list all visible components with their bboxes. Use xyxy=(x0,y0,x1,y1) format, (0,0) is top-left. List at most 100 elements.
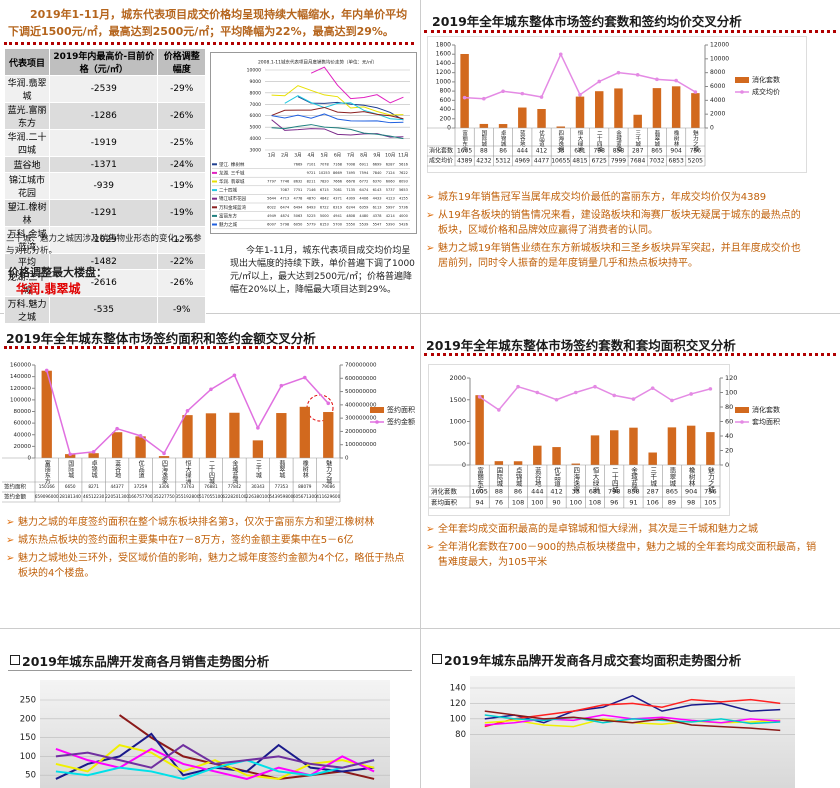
table-cell: 4480 xyxy=(359,214,368,218)
dotted-rule xyxy=(4,346,414,349)
category-label: 国际城 xyxy=(67,460,74,479)
category-label: 魅力之城 xyxy=(325,459,332,485)
point xyxy=(209,387,213,392)
category-label: 优品道 xyxy=(538,129,545,148)
line-series xyxy=(55,743,375,769)
bar xyxy=(65,454,76,458)
table-cell: 4941 xyxy=(333,214,342,218)
table-cell: 7101 xyxy=(307,162,316,166)
y2-tick-label: 0 xyxy=(345,456,349,462)
y-tick-label: 4000 xyxy=(250,136,262,142)
table-cell: 7840 xyxy=(373,171,382,175)
point xyxy=(554,397,559,402)
table-cell: 8271 xyxy=(88,484,99,489)
table-cell: 287 xyxy=(632,148,644,155)
category-label: 三千城 xyxy=(649,467,657,488)
table-cell: 88 xyxy=(480,148,488,155)
table-cell: 5550 xyxy=(346,223,355,227)
y2-tick-label: 500000000 xyxy=(345,389,377,395)
bullet: 魅力之城19年销售业绩在东方新城板块和三圣乡板块异军突起，并且年度成交价也居前列… xyxy=(426,241,804,271)
table-cell: 98 xyxy=(687,499,695,507)
checkbox-icon xyxy=(10,655,20,665)
table-cell: 万科.金域蓝湾 xyxy=(3,226,51,254)
table-cell: 6725 xyxy=(592,158,607,165)
bullet: 魅力之城的年度签约面积在整个城东板块排名第3，仅次于富丽东方和望江橡树林 xyxy=(6,515,410,530)
table-cell: -12% xyxy=(157,226,206,254)
bar xyxy=(182,415,193,458)
header-text: 2019年1-11月，城东代表项目成交价格均呈现持续大幅缩水，年内单价平均下调近… xyxy=(8,8,408,38)
table-cell: 33 xyxy=(557,148,565,155)
point xyxy=(650,386,655,390)
table-cell: 万科.魅力之城 xyxy=(3,296,51,324)
table-cell: 681 xyxy=(574,148,586,155)
bullet: 城东热点板块的签约面积主要集中在7－8万方，签约金额主要集中在5－6亿 xyxy=(6,533,410,548)
category-label: 金域蓝湾 xyxy=(615,129,622,154)
table-cell: 6772 xyxy=(359,180,368,184)
table-cell: 6050 xyxy=(293,223,302,227)
category-label: 橡树林 xyxy=(301,459,308,479)
bar xyxy=(498,124,508,128)
table-cell: 88 xyxy=(495,488,503,496)
table-cell: 4713 xyxy=(280,197,289,201)
table-cell: 7820 xyxy=(320,180,329,184)
table-cell: -25% xyxy=(157,129,206,157)
bar xyxy=(518,107,527,128)
bar xyxy=(323,412,334,458)
table-cell: 4874 xyxy=(280,214,290,218)
table-row: 万科.金域蓝湾 -1029 -12% xyxy=(3,226,206,254)
table-cell: 4214 xyxy=(386,214,396,218)
table-cell: 4842 xyxy=(320,197,329,201)
bullet: 全年消化套数在700－900的热点板块楼盘中，魅力之城的全年套均成交面积最高，销… xyxy=(426,540,826,570)
table-cell: 681 xyxy=(589,488,601,496)
table-cell: 6093 xyxy=(399,180,408,184)
table-cell: 6319 xyxy=(333,205,342,209)
table-cell: 86 xyxy=(514,488,522,496)
bar xyxy=(111,432,123,458)
table-cell: 858 xyxy=(627,488,639,496)
table-cell: 6143 xyxy=(373,188,382,192)
table-cell: 6678 xyxy=(346,180,355,184)
point xyxy=(115,426,119,431)
table-cell: 龙湖.三千城 xyxy=(3,269,51,297)
point xyxy=(303,375,307,380)
y-tick-label: 8000 xyxy=(250,90,262,96)
x-tick-label: 3月 xyxy=(294,153,301,159)
table-header: 2019年内最高价-目前价格（元/㎡） xyxy=(49,48,159,76)
table-cell: 6370 xyxy=(373,180,382,184)
table-cell: 5225 xyxy=(307,214,316,218)
table-cell: 6060 xyxy=(386,180,395,184)
table-cell: 412 xyxy=(550,488,562,496)
table-row-label: 套均面积 xyxy=(431,498,458,507)
table-row: 华润.翡翠城 -2539 -29% xyxy=(3,75,206,103)
line-series xyxy=(55,747,375,781)
table-cell: 6244 xyxy=(346,205,356,209)
table-cell: 100 xyxy=(531,499,543,507)
point xyxy=(612,393,617,398)
line-series xyxy=(284,95,404,121)
table-row-label: 二十四城 xyxy=(219,187,237,194)
category-label: 恒大绿洲 xyxy=(577,129,584,153)
table-cell: 79086 xyxy=(322,484,336,489)
y2-tick-label: 10000 xyxy=(710,55,729,62)
y-tick-label: 140 xyxy=(450,684,466,694)
category-label: 四海逸家 xyxy=(161,460,168,484)
plot-background xyxy=(470,676,795,788)
bar xyxy=(691,93,700,128)
y-tick-label: 1500 xyxy=(449,396,466,404)
bar xyxy=(158,456,170,458)
y2-tick-label: 200000000 xyxy=(345,429,377,435)
line-series xyxy=(271,106,404,120)
table-cell: 904 xyxy=(685,488,697,496)
line-series xyxy=(484,714,781,725)
x-tick-label: 4月 xyxy=(307,153,314,159)
table-cell: 1605 xyxy=(471,488,488,496)
table-cell: 4815 xyxy=(572,158,587,165)
y2-tick-label: 60 xyxy=(725,418,733,426)
bullet-list: 魅力之城的年度签约面积在整个城东板块排名第3，仅次于富丽东方和望江橡树林城东热点… xyxy=(6,515,410,584)
bar xyxy=(513,461,523,465)
point xyxy=(326,401,331,406)
y-tick-label: 50 xyxy=(25,771,36,781)
table-cell: 4378 xyxy=(373,214,382,218)
point xyxy=(516,384,520,389)
table-header: 价格调整幅度 xyxy=(157,48,206,76)
